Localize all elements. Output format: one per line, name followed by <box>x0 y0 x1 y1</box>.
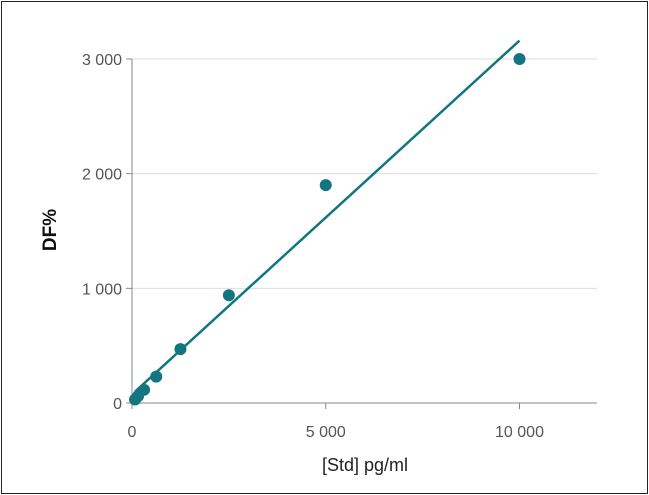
x-tick-label: 10 000 <box>495 424 544 441</box>
data-point <box>319 179 332 192</box>
axes <box>131 59 597 404</box>
x-axis-label: [Std] pg/ml <box>322 455 408 475</box>
data-point <box>513 53 526 65</box>
x-tick-label: 5 000 <box>306 424 346 441</box>
y-axis-ticks: 0 1 000 2 000 3 000 <box>82 52 132 413</box>
gridlines <box>132 58 597 289</box>
y-tick-label: 2 000 <box>82 167 122 184</box>
x-axis-ticks: 0 5 000 10 000 <box>128 403 544 441</box>
data-point <box>138 383 151 396</box>
y-tick-label: 1 000 <box>82 281 122 298</box>
x-tick-label: 0 <box>128 424 137 441</box>
y-axis-label: DF% <box>40 209 61 251</box>
data-point <box>174 343 187 356</box>
y-tick-label: 0 <box>113 396 122 413</box>
data-point <box>150 370 163 383</box>
data-series <box>129 39 526 406</box>
trend-line <box>134 39 521 393</box>
data-point <box>222 289 235 302</box>
y-tick-label: 3 000 <box>82 52 122 69</box>
